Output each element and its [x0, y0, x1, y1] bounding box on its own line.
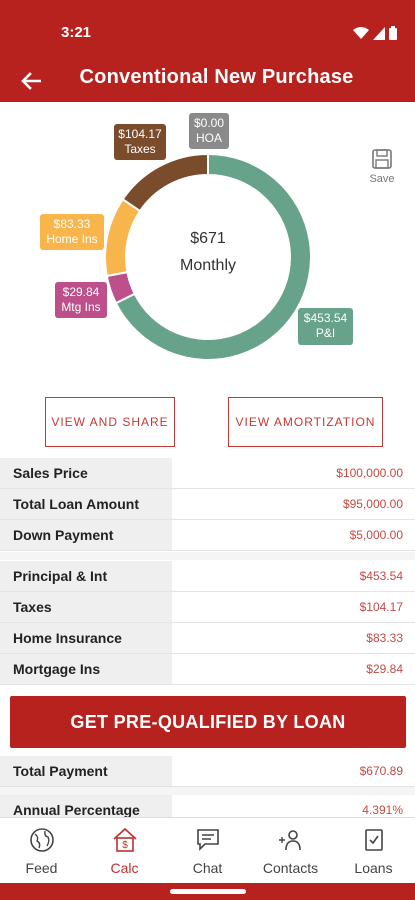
- row-value: $29.84: [366, 662, 403, 676]
- donut-slice-p-i[interactable]: [114, 152, 312, 361]
- get-prequalified-button[interactable]: GET PRE-QUALIFIED BY LOAN: [10, 696, 406, 748]
- tab-contacts[interactable]: Contacts: [249, 818, 332, 883]
- tab-loans[interactable]: Loans: [332, 818, 415, 883]
- tab-label: Chat: [192, 860, 223, 876]
- svg-text:$: $: [122, 840, 128, 851]
- row-value: $453.54: [359, 569, 403, 583]
- section-divider: [0, 552, 415, 560]
- contacts-icon: [277, 826, 305, 854]
- row-value: $670.89: [359, 764, 403, 778]
- bottom-tab-bar: Feed $ Calc Chat Contacts Loans: [0, 817, 415, 883]
- tab-label: Loans: [354, 860, 393, 876]
- back-button[interactable]: [16, 66, 46, 96]
- slice-label-home-ins: $83.33 Home Ins: [40, 214, 104, 250]
- slice-value-mtg-ins: $29.84: [62, 285, 100, 299]
- app-bar: Conventional New Purchase: [0, 60, 415, 102]
- home-gesture-pill[interactable]: [170, 889, 246, 894]
- donut-slice-taxes[interactable]: [121, 152, 209, 213]
- table-row: Taxes $104.17: [0, 592, 415, 623]
- slice-name-pi: P&I: [315, 326, 336, 340]
- view-and-share-button[interactable]: VIEW AND SHARE: [45, 397, 175, 447]
- tab-label: Calc: [110, 860, 139, 876]
- row-value: $95,000.00: [342, 497, 403, 511]
- tab-label: Contacts: [262, 860, 319, 876]
- globe-icon: [28, 826, 56, 854]
- payment-breakdown-chart: $671 Monthly: [0, 102, 415, 392]
- table-row: Mortgage Ins $29.84: [0, 654, 415, 685]
- row-value: 4.391%: [362, 803, 403, 817]
- slice-name-hoa: HOA: [195, 131, 222, 145]
- table-row: Sales Price $100,000.00: [0, 458, 415, 489]
- slice-label-mtg-ins: $29.84 Mtg Ins: [55, 282, 107, 318]
- slice-name-taxes: Taxes: [124, 142, 156, 156]
- monthly-label: Monthly: [179, 257, 237, 274]
- row-value: $83.33: [366, 631, 403, 645]
- status-bar: 3:21: [0, 0, 415, 60]
- view-amortization-button[interactable]: VIEW AMORTIZATION: [228, 397, 383, 447]
- back-arrow-icon: [21, 72, 41, 90]
- row-label: Down Payment: [0, 520, 172, 550]
- tab-label: Feed: [25, 860, 58, 876]
- status-icons: [353, 26, 397, 40]
- section-divider: [0, 787, 415, 795]
- save-label: Save: [369, 173, 395, 185]
- chat-icon: [194, 826, 222, 854]
- donut-slice-home-ins[interactable]: [104, 197, 142, 278]
- row-label: Sales Price: [0, 458, 172, 488]
- row-value: $5,000.00: [349, 528, 403, 542]
- tab-chat[interactable]: Chat: [166, 818, 249, 883]
- signal-icon: [373, 26, 385, 40]
- loans-icon: [360, 826, 388, 854]
- donut-chart: [104, 152, 312, 361]
- tab-calc[interactable]: $ Calc: [83, 818, 166, 883]
- slice-name-mtg-ins: Mtg Ins: [61, 300, 101, 314]
- slice-label-hoa: $0.00 HOA: [189, 113, 229, 149]
- row-label: Total Payment: [0, 756, 172, 786]
- table-row: Total Loan Amount $95,000.00: [0, 489, 415, 520]
- table-row: Total Payment $670.89: [0, 756, 415, 787]
- slice-label-pi: $453.54 P&I: [298, 308, 353, 345]
- table-row: Principal & Int $453.54: [0, 561, 415, 592]
- slice-name-home-ins: Home Ins: [46, 232, 98, 246]
- table-row: Home Insurance $83.33: [0, 623, 415, 654]
- save-icon: [372, 149, 392, 169]
- slice-value-taxes: $104.17: [118, 127, 162, 141]
- slice-label-taxes: $104.17 Taxes: [114, 124, 166, 160]
- row-label: Total Loan Amount: [0, 489, 172, 519]
- row-label: Principal & Int: [0, 561, 172, 591]
- battery-icon: [389, 26, 397, 40]
- monthly-amount: $671: [190, 230, 226, 247]
- row-value: $100,000.00: [336, 466, 403, 480]
- slice-value-home-ins: $83.33: [53, 217, 91, 231]
- system-nav-bar: [0, 883, 415, 900]
- wifi-icon: [353, 26, 369, 39]
- row-label: Taxes: [0, 592, 172, 622]
- page-title: Conventional New Purchase: [79, 66, 354, 88]
- calc-house-icon: $: [111, 826, 139, 854]
- row-label: Home Insurance: [0, 623, 172, 653]
- row-value: $104.17: [359, 600, 403, 614]
- status-time: 3:21: [61, 24, 92, 41]
- table-row: Down Payment $5,000.00: [0, 520, 415, 551]
- slice-value-pi: $453.54: [303, 311, 348, 325]
- slice-value-hoa: $0.00: [193, 116, 225, 130]
- row-label: Mortgage Ins: [0, 654, 172, 684]
- save-button[interactable]: Save: [363, 148, 401, 185]
- tab-feed[interactable]: Feed: [0, 818, 83, 883]
